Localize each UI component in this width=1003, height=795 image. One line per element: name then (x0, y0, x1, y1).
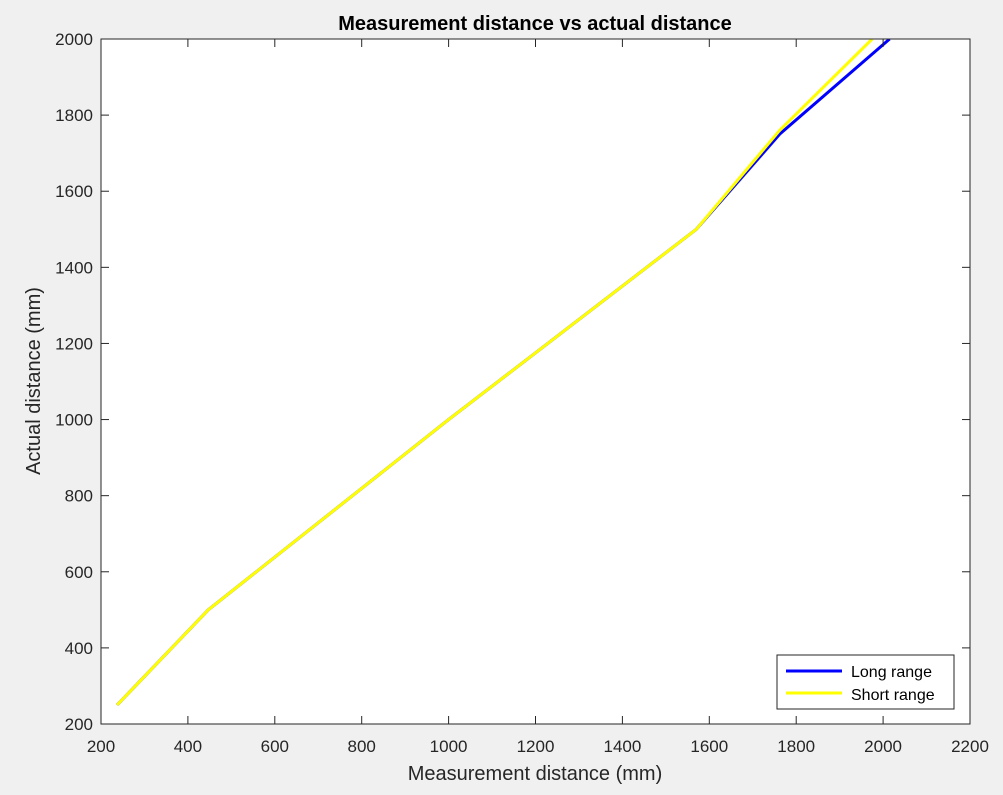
series-layer (116, 39, 891, 707)
legend[interactable]: Long range Short range (776, 654, 955, 710)
legend-label-long-range: Long range (851, 664, 932, 681)
x-tick-label: 200 (87, 737, 115, 756)
plot-area (101, 39, 970, 724)
x-tick-label: 400 (174, 737, 202, 756)
x-tick-label: 600 (261, 737, 289, 756)
legend-box (776, 654, 955, 710)
x-tick-label: 2200 (951, 737, 989, 756)
x-tick-label: 1400 (603, 737, 641, 756)
y-axis-label: Actual distance (mm) (23, 287, 45, 475)
y-tick-label: 1000 (55, 411, 93, 430)
chart-title: Measurement distance vs actual distance (338, 13, 732, 35)
y-tick-label: 800 (65, 487, 93, 506)
x-tick-label: 1000 (430, 737, 468, 756)
tick-layer: 200 400 600 800 1000 1200 1400 1600 1800 2000 2200… (55, 30, 989, 756)
y-tick-label: 2000 (55, 30, 93, 49)
y-tick-label: 1200 (55, 334, 93, 353)
x-tick-label: 1200 (517, 737, 555, 756)
y-tick-label: 600 (65, 563, 93, 582)
y-tick-label: 200 (65, 715, 93, 734)
y-tick-label: 1400 (55, 258, 93, 277)
y-tick-label: 1600 (55, 182, 93, 201)
series-line-short-range (116, 39, 874, 707)
y-tick-label: 400 (65, 639, 93, 658)
x-tick-label: 2000 (864, 737, 902, 756)
x-tick-label: 1800 (777, 737, 815, 756)
legend-label-short-range: Short range (851, 687, 935, 704)
x-tick-label: 1600 (690, 737, 728, 756)
x-tick-label: 800 (348, 737, 376, 756)
y-tick-label: 1800 (55, 106, 93, 125)
x-axis-label: Measurement distance (mm) (408, 763, 663, 785)
